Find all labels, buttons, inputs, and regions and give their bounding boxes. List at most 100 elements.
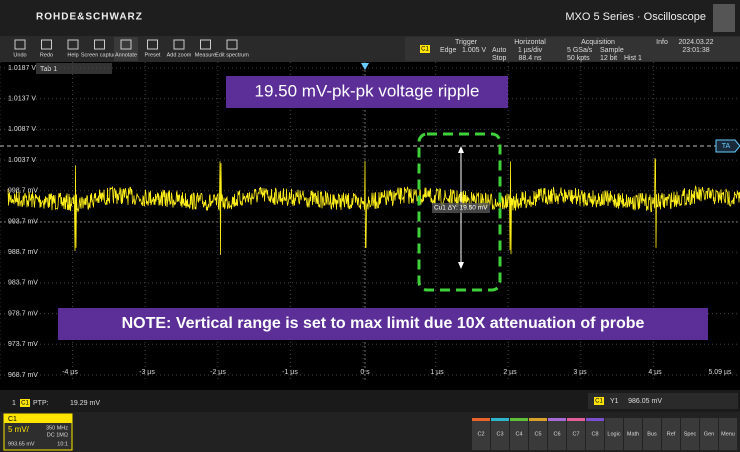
channel-button[interactable] bbox=[681, 418, 699, 450]
cursor-label-box bbox=[432, 203, 490, 213]
trigger-mode: Auto bbox=[492, 47, 507, 54]
channel-button[interactable] bbox=[662, 418, 680, 450]
y-axis-label: 993.7 mV bbox=[8, 218, 38, 225]
date: 2024.03.22 bbox=[678, 39, 713, 46]
y-axis-label: 1.0137 V bbox=[8, 96, 36, 103]
trigger-state: Stop bbox=[492, 55, 507, 62]
channel-button[interactable] bbox=[567, 418, 585, 450]
channel-stripe bbox=[510, 418, 528, 421]
tab-label: Tab 1 bbox=[40, 66, 57, 73]
channel-coupling: DC 1MΩ bbox=[47, 432, 68, 438]
y-axis-label: 1.0087 V bbox=[8, 126, 36, 133]
channel-button-label: Ref bbox=[667, 431, 676, 437]
trigger-level: 1.005 V bbox=[462, 47, 486, 54]
acquisition-rate: 5 GSa/s bbox=[567, 47, 593, 54]
y-axis-label: 1.0187 V bbox=[8, 65, 36, 72]
ref-marker bbox=[715, 139, 740, 153]
toolbar-icon bbox=[67, 39, 79, 50]
toolbar-icon bbox=[173, 39, 185, 50]
channel-button-label: Spec bbox=[684, 431, 697, 437]
y-axis-label: 978.7 mV bbox=[8, 310, 38, 317]
info-title: Info bbox=[656, 39, 668, 46]
channel-stripe bbox=[548, 418, 566, 421]
channel-button-label: C4 bbox=[515, 431, 522, 437]
y-axis-label: 998.7 mV bbox=[8, 188, 38, 195]
logo bbox=[713, 4, 735, 32]
highlight-box bbox=[417, 132, 502, 292]
channel-offset: 993.65 mV bbox=[8, 441, 35, 447]
channel-button[interactable] bbox=[529, 418, 547, 450]
measurement-bar bbox=[0, 390, 740, 412]
channel-probe: 10:1 bbox=[57, 441, 68, 447]
measurement-source: C1 bbox=[21, 401, 29, 407]
toolbar-label: Measure bbox=[195, 52, 216, 58]
top-bar bbox=[0, 0, 740, 36]
x-axis-label: 4 µs bbox=[648, 369, 662, 376]
y-axis-labels: 1.0187 V 1.0137 V 1.0087 V 1.0037 V 998.7 mV… bbox=[8, 65, 38, 379]
trigger-position bbox=[361, 63, 369, 70]
toolbar-label: Screen capture bbox=[81, 52, 118, 58]
channel-button-label: Math bbox=[627, 431, 639, 437]
y-axis-label: 988.7 mV bbox=[8, 249, 38, 256]
toolbar-icon bbox=[120, 39, 132, 50]
channel-button[interactable] bbox=[548, 418, 566, 450]
channel-button[interactable] bbox=[643, 418, 661, 450]
ripple-box bbox=[226, 76, 508, 108]
channel-button-label: Bus bbox=[647, 431, 657, 437]
measurement-value: 19.29 mV bbox=[70, 400, 100, 407]
channel-button-label: C5 bbox=[534, 431, 541, 437]
readout-value: 986.05 mV bbox=[628, 398, 662, 405]
tab[interactable] bbox=[36, 63, 112, 74]
x-axis-label: -3 µs bbox=[139, 369, 155, 376]
note-box bbox=[58, 308, 708, 340]
channel-button[interactable] bbox=[719, 418, 737, 450]
toolbar-icon bbox=[94, 39, 105, 50]
x-axis-labels: -4 µs -3 µs -2 µs -1 µs 0 s 1 µs 2 µs 3 µs 4 µs 5… bbox=[62, 369, 732, 376]
channel-stripe bbox=[491, 418, 509, 421]
trigger-source: C1 bbox=[421, 47, 429, 53]
channel-button[interactable] bbox=[586, 418, 604, 450]
note-annotation: NOTE: Vertical range is set to max limit… bbox=[122, 315, 645, 332]
measurement-name: PTP: bbox=[33, 400, 49, 407]
channel-button-label: C7 bbox=[572, 431, 579, 437]
readout-source: C1 bbox=[595, 399, 603, 405]
time: 23:01:38 bbox=[682, 47, 709, 54]
channel-button[interactable] bbox=[700, 418, 718, 450]
x-axis-label: 1 µs bbox=[430, 369, 444, 376]
channel-button-label: Gen bbox=[704, 431, 714, 437]
acquisition-points: 50 kpts bbox=[567, 55, 590, 62]
y-axis-label: 968.7 mV bbox=[8, 372, 38, 379]
horizontal-title: Horizontal bbox=[514, 39, 546, 46]
grid bbox=[0, 62, 740, 382]
x-axis-label: -1 µs bbox=[282, 369, 298, 376]
channel-button[interactable] bbox=[624, 418, 642, 450]
channel-stripe bbox=[529, 418, 547, 421]
channel-button-label: C2 bbox=[477, 431, 484, 437]
toolbar-label: Edit spectrum bbox=[215, 52, 249, 58]
cursor-readout bbox=[588, 393, 738, 409]
product: MXO 5 Series · Oscilloscope bbox=[565, 11, 706, 23]
acquisition-title: Acquisition bbox=[581, 39, 615, 46]
trigger-type: Edge bbox=[440, 47, 456, 54]
source-badge bbox=[594, 397, 604, 405]
x-axis-label: 0 s bbox=[360, 369, 370, 376]
channel-bandwidth: 350 MHz bbox=[46, 425, 68, 431]
status-panel bbox=[405, 37, 740, 61]
channel-button[interactable] bbox=[472, 418, 490, 450]
toolbar-label: Help bbox=[67, 52, 78, 58]
channel-button-label: C3 bbox=[496, 431, 503, 437]
acquisition-hist: Hist 1 bbox=[624, 55, 642, 62]
trigger-title: Trigger bbox=[455, 39, 478, 46]
channel-stripe bbox=[567, 418, 585, 421]
channel-button[interactable] bbox=[605, 418, 623, 450]
y-axis-label: 983.7 mV bbox=[8, 280, 38, 287]
x-axis-label: -2 µs bbox=[210, 369, 226, 376]
toolbar-label: Redo bbox=[40, 52, 53, 58]
channel-button[interactable] bbox=[491, 418, 509, 450]
acquisition-bits: 12 bit bbox=[600, 55, 617, 62]
channel-header bbox=[4, 414, 72, 423]
channel-scale: 5 mV/ bbox=[8, 425, 30, 434]
channel-button[interactable] bbox=[510, 418, 528, 450]
